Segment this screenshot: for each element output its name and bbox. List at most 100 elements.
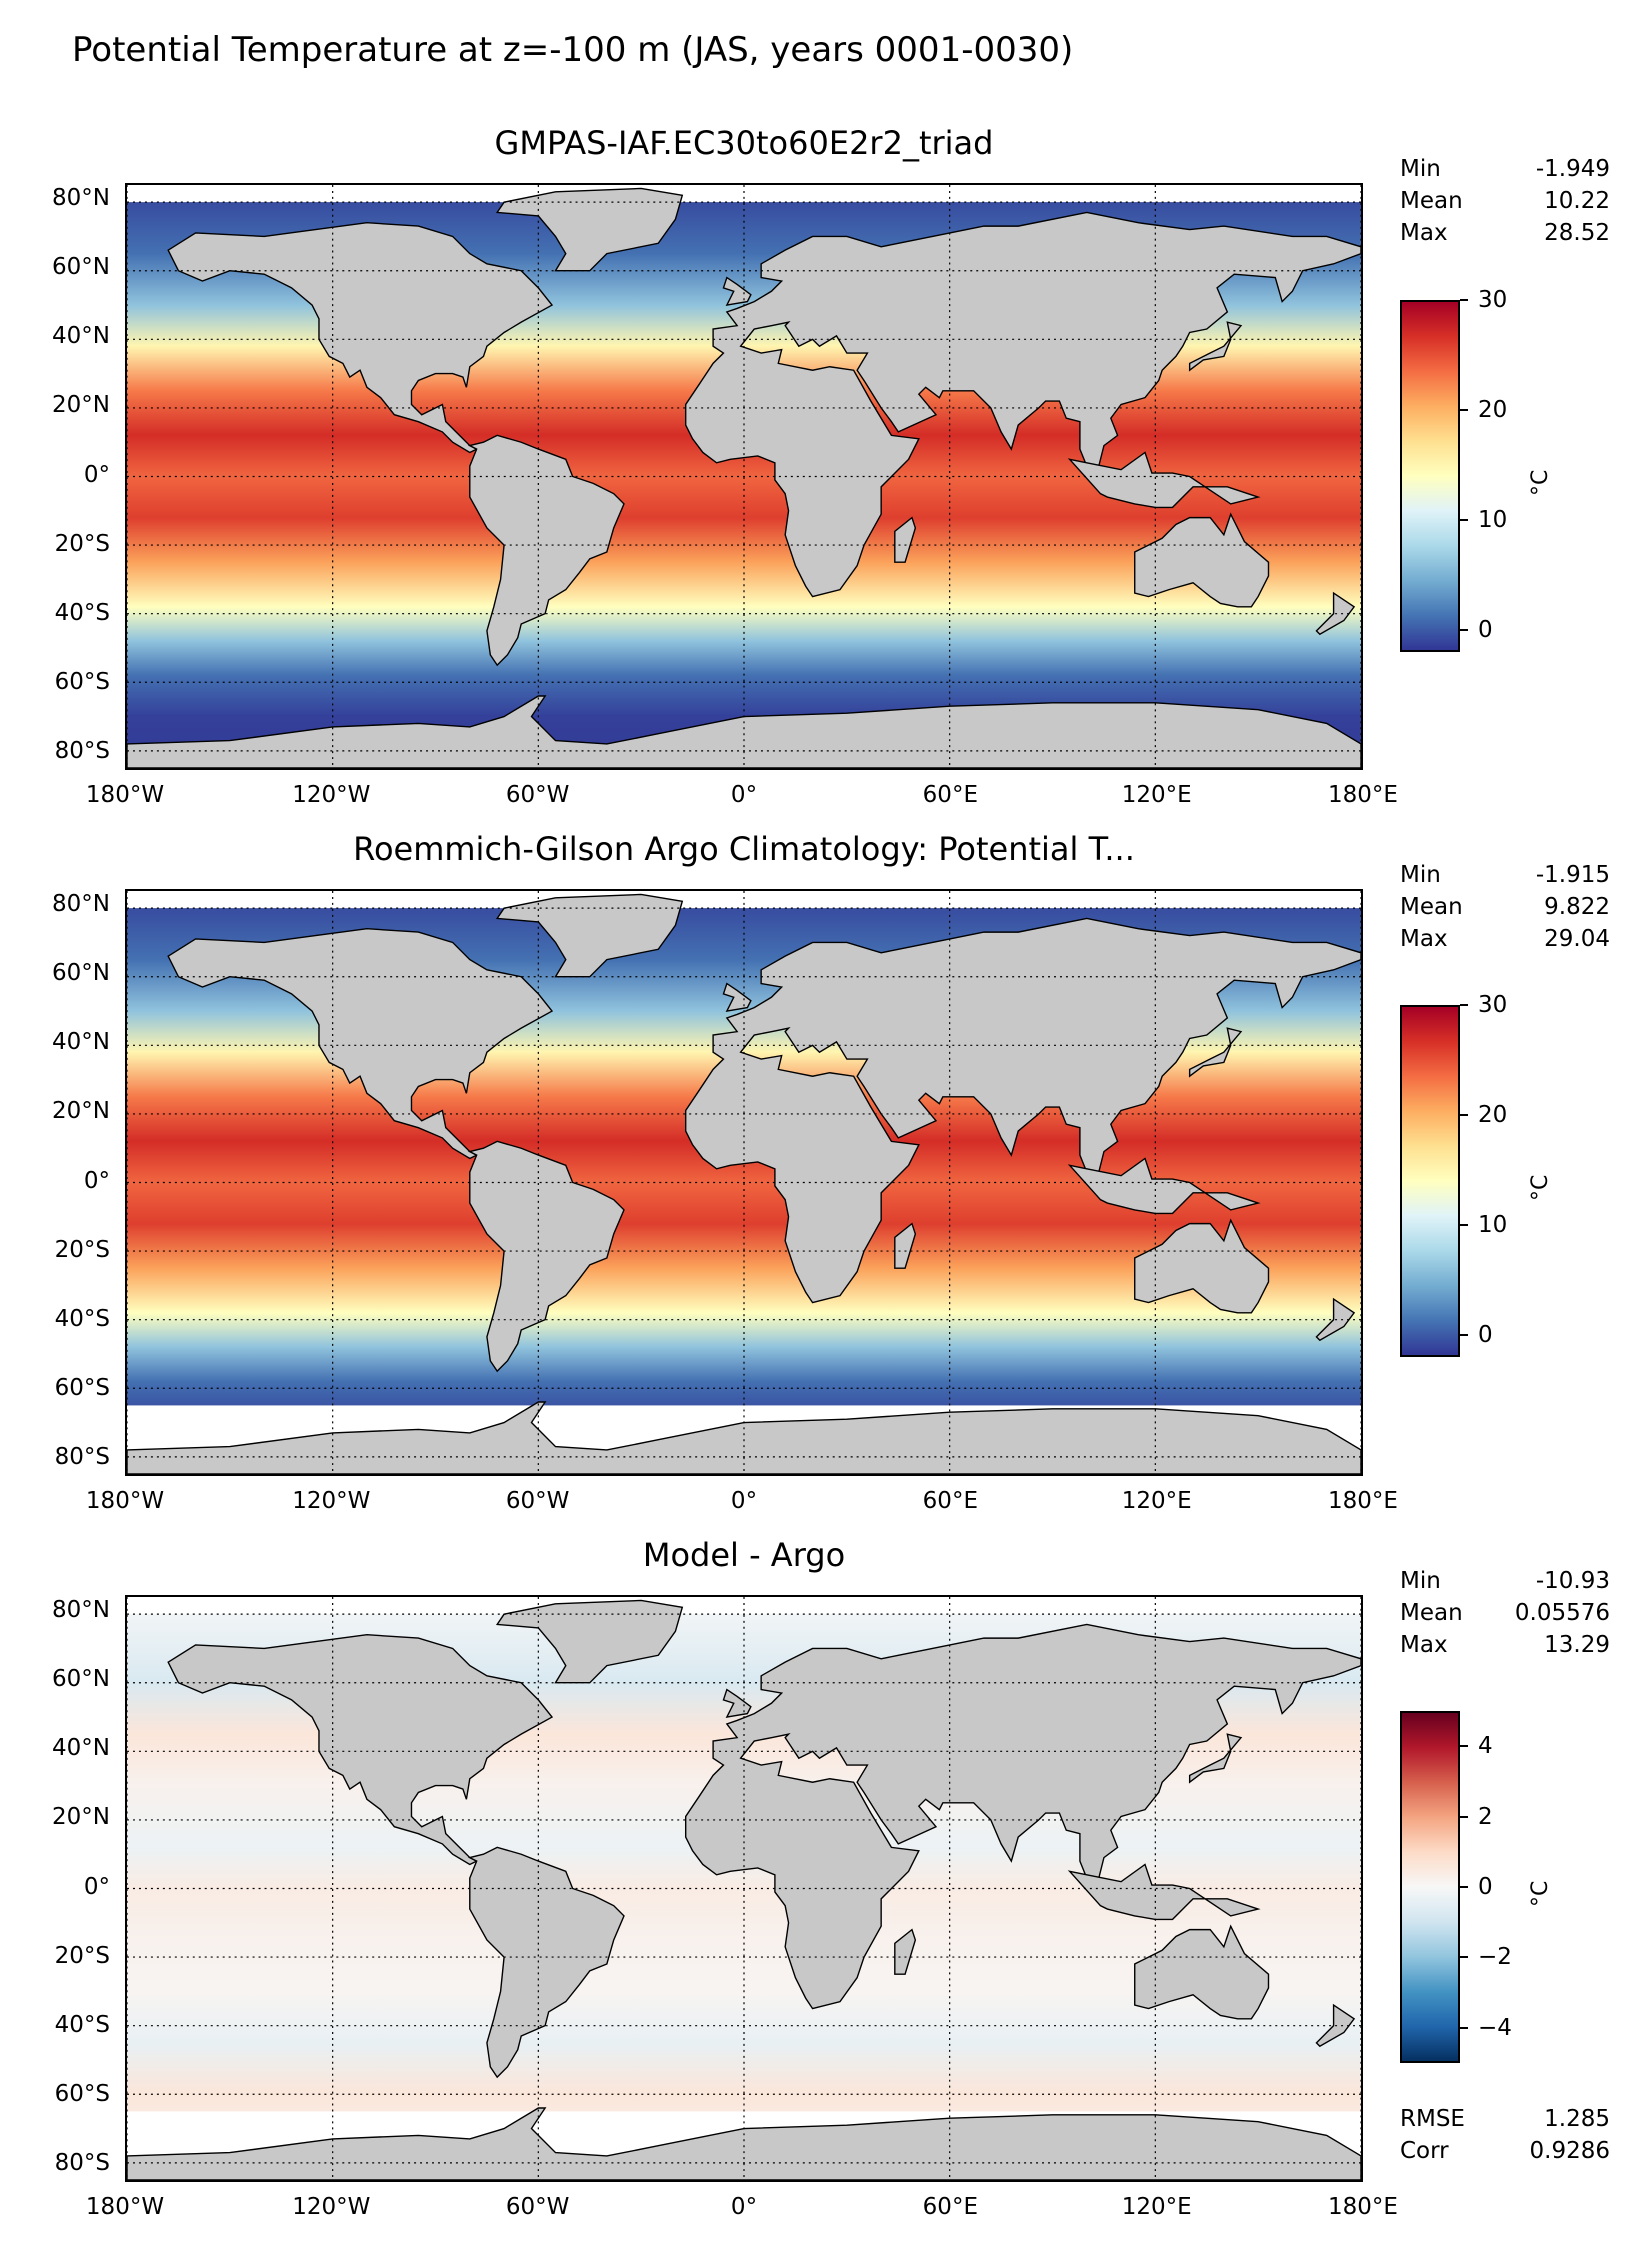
map-plot-area (125, 1595, 1363, 2182)
colorbar-unit-label: °C (1528, 1880, 1553, 1907)
landmass-indonesia (1067, 1863, 1261, 1921)
stat-value: 13.29 (1544, 1632, 1610, 1658)
stat-row: RMSE 1.285 (1400, 2103, 1610, 2135)
latitude-label: 60°S (54, 2080, 110, 2107)
map-svg (127, 891, 1361, 1474)
landmass-north-america (167, 928, 554, 1160)
stat-row: Min -1.915 (1400, 859, 1610, 891)
stat-value: 10.22 (1544, 188, 1610, 214)
stat-row: Min -1.949 (1400, 153, 1610, 185)
stat-value: 1.285 (1544, 2106, 1610, 2132)
longitude-label: 60°E (922, 1488, 978, 1514)
landmass-madagascar (894, 1222, 917, 1269)
landmass-japan (1188, 321, 1243, 372)
landmass-south-america (467, 1846, 625, 2079)
longitude-label: 60°W (505, 2194, 570, 2220)
landmass-madagascar (894, 516, 917, 563)
landmass-greenland (495, 1599, 684, 1684)
longitude-label: 180°E (1328, 2194, 1398, 2220)
latitude-label: 40°N (52, 1029, 110, 1056)
latitude-label: 20°S (54, 530, 110, 557)
longitude-label: 0° (730, 1488, 758, 1514)
latitude-label: 0° (83, 1873, 110, 1900)
latitude-label: 80°S (54, 737, 110, 764)
latitude-label: 80°N (52, 185, 110, 212)
colorbar-tick (1460, 1114, 1468, 1116)
longitude-label: 120°W (292, 782, 371, 808)
field-statistics: Min -1.949 Mean 10.22 Max 28.52 (1400, 153, 1610, 249)
stat-label: Max (1400, 926, 1448, 952)
stat-row: Mean 9.822 (1400, 891, 1610, 923)
stat-value: 9.822 (1544, 894, 1610, 920)
stat-row: Max 28.52 (1400, 217, 1610, 249)
no-data-north (127, 891, 1361, 909)
colorbar (1400, 1711, 1460, 2063)
latitude-label: 0° (83, 1167, 110, 1194)
colorbar-tick-label: 30 (1478, 287, 1508, 313)
longitude-label: 180°W (85, 782, 165, 808)
colorbar-tick-label: 0 (1478, 1874, 1493, 1900)
map-svg (127, 1597, 1361, 2180)
landmass-antarctica (127, 2107, 1361, 2180)
colorbar-tick (1460, 2026, 1468, 2029)
landmass-indonesia (1067, 1157, 1261, 1215)
colorbar-tick (1460, 1815, 1468, 1818)
colorbar-tick-label: 10 (1478, 1212, 1508, 1238)
landmass-japan (1188, 1733, 1243, 1784)
latitude-label: 40°S (54, 599, 110, 626)
landmass-australia (1134, 1218, 1270, 1314)
longitude-label: 120°E (1121, 1488, 1192, 1514)
latitude-label: 40°N (52, 323, 110, 350)
stat-row: Corr 0.9286 (1400, 2135, 1610, 2167)
landmass-australia (1134, 1924, 1270, 2020)
stat-value: -1.915 (1535, 862, 1610, 888)
map-plot-area (125, 183, 1363, 770)
panel-title: Roemmich-Gilson Argo Climatology: Potent… (353, 830, 1135, 868)
stat-row: Mean 10.22 (1400, 185, 1610, 217)
colorbar-tick (1460, 1956, 1468, 1959)
landmass-uk (722, 982, 752, 1012)
stat-label: Min (1400, 1568, 1441, 1594)
colorbar-tick (1460, 1886, 1468, 1888)
stat-label: Mean (1400, 1600, 1463, 1626)
panel-title: Model - Argo (642, 1536, 846, 1574)
landmass-africa-eurasia (684, 211, 1361, 598)
latitude-label: 20°S (54, 1236, 110, 1263)
stat-value: -10.93 (1535, 1568, 1610, 1594)
stat-label: Max (1400, 1632, 1448, 1658)
error-statistics: RMSE 1.285 Corr 0.9286 (1400, 2103, 1610, 2167)
colorbar-tick-label: 20 (1478, 397, 1508, 423)
latitude-label: 20°N (52, 392, 110, 419)
landmass-indonesia (1067, 451, 1261, 509)
colorbar-tick-label: 2 (1478, 1803, 1493, 1830)
panel-title: GMPAS-IAF.EC30to60E2r2_triad (494, 124, 994, 162)
colorbar-tick (1460, 1004, 1468, 1006)
colorbar-tick-label: 0 (1478, 617, 1493, 643)
colorbar-tick (1460, 1224, 1468, 1226)
landmass-australia (1134, 512, 1270, 608)
field-statistics: Min -1.915 Mean 9.822 Max 29.04 (1400, 859, 1610, 955)
landmass-madagascar (894, 1928, 917, 1975)
landmass-south-america (467, 434, 625, 667)
stat-label: RMSE (1400, 2106, 1465, 2132)
colorbar-tick (1460, 1334, 1468, 1336)
longitude-label: 180°W (85, 2194, 165, 2220)
longitude-label: 0° (730, 782, 758, 808)
landmass-south-america (467, 1140, 625, 1373)
longitude-label: 180°E (1328, 782, 1398, 808)
stat-value: 0.9286 (1529, 2138, 1610, 2164)
no-data-north (127, 185, 1361, 203)
stat-value: -1.949 (1535, 156, 1610, 182)
stat-label: Max (1400, 220, 1448, 246)
colorbar-unit-label: °C (1528, 469, 1553, 496)
stat-row: Min -10.93 (1400, 1565, 1610, 1597)
latitude-label: 80°N (52, 1597, 110, 1624)
colorbar-tick (1460, 299, 1468, 301)
landmass-antarctica (127, 695, 1361, 768)
landmass-japan (1188, 1027, 1243, 1078)
stat-label: Min (1400, 156, 1441, 182)
latitude-label: 80°S (54, 1443, 110, 1470)
stat-label: Mean (1400, 188, 1463, 214)
landmass-greenland (495, 187, 684, 272)
latitude-label: 40°N (52, 1735, 110, 1762)
